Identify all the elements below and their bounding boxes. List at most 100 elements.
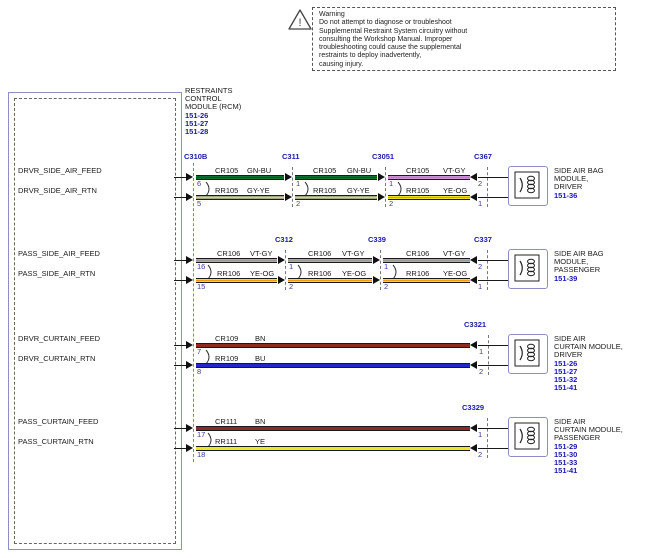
signal-label: DRVR_CURTAIN_RTN [18, 354, 96, 363]
module-page-link[interactable]: 151-30 [554, 450, 578, 459]
warning-line: Warning [319, 11, 345, 18]
module-page-link[interactable]: 151-36 [554, 191, 578, 200]
module-page-link[interactable]: 151-26 [554, 359, 578, 368]
module-lead-line [478, 260, 508, 261]
wire [196, 446, 470, 451]
wire-color-label: GN-BU [247, 166, 272, 175]
twisted-pair-icon [205, 349, 210, 365]
connector-label[interactable]: C3321 [464, 320, 487, 329]
wire-circuit-label: CR111 [215, 417, 238, 426]
pin-number: 6 [197, 179, 202, 188]
wire-circuit-label: RR105 [406, 186, 430, 195]
wire-arrow-icon [285, 173, 292, 181]
rcm-stub-line [174, 280, 187, 281]
wire-arrow-icon [186, 424, 193, 432]
wire-arrow-icon [186, 361, 193, 369]
wire-circuit-label: CR106 [406, 249, 430, 258]
wire-color-label: VT-GY [250, 249, 273, 258]
rcm-title: MODULE (RCM) [185, 102, 242, 111]
rcm-stub-line [174, 448, 187, 449]
rcm-page-link[interactable]: 151-27 [185, 119, 209, 128]
module-label: PASSENGER [554, 265, 601, 274]
module-lead-line [478, 428, 508, 429]
connector-label[interactable]: C311 [282, 152, 300, 161]
warning-line: Do not attempt to diagnose or troublesho… [319, 19, 452, 27]
connector-label[interactable]: C339 [368, 235, 386, 244]
signal-label: PASS_CURTAIN_RTN [18, 437, 94, 446]
module-lead-line [478, 365, 508, 366]
module-connector-line [487, 167, 488, 207]
wire-arrow-icon [470, 341, 477, 349]
module-connector-line [488, 335, 489, 375]
inline-connector-line [385, 167, 386, 207]
pin-number: 5 [197, 199, 202, 208]
twisted-pair-icon [304, 181, 309, 197]
connector-label[interactable]: C3329 [462, 403, 485, 412]
wire-arrow-icon [470, 424, 477, 432]
wire-circuit-label: CR106 [308, 249, 332, 258]
wire-color-label: YE-OG [250, 269, 275, 278]
connector-label[interactable]: C367 [474, 152, 492, 161]
module-lead-line [478, 280, 508, 281]
module-page-link[interactable]: 151-29 [554, 442, 578, 451]
wire-circuit-label: CR105 [313, 166, 337, 175]
wire-circuit-label: RR109 [215, 354, 239, 363]
squib-icon [514, 339, 540, 367]
warning-line: Supplemental Restraint System circuitry … [319, 27, 468, 35]
connector-label[interactable]: C3051 [372, 152, 395, 161]
wire-arrow-icon [186, 276, 193, 284]
twisted-pair-icon [397, 181, 402, 197]
wire [383, 278, 470, 283]
module-page-link[interactable]: 151-39 [554, 274, 578, 283]
twisted-pair-icon [207, 264, 212, 280]
module-connector-line [487, 250, 488, 290]
wire [196, 195, 284, 200]
pin-number: 16 [197, 262, 206, 271]
connector-label[interactable]: C310B [184, 152, 208, 161]
wire-arrow-icon [378, 193, 385, 201]
rcm-box [8, 92, 182, 550]
module-page-link[interactable]: 151-41 [554, 466, 578, 475]
pin-number: 1 [478, 282, 483, 291]
connector-label[interactable]: C337 [474, 235, 492, 244]
module-label: DRIVER [554, 182, 583, 191]
rcm-title: CONTROL [185, 94, 222, 103]
connector-label[interactable]: C312 [275, 235, 293, 244]
rcm-stub-line [174, 365, 187, 366]
wire-arrow-icon [278, 276, 285, 284]
twisted-pair-icon [207, 432, 212, 448]
wire [288, 258, 372, 263]
rcm-page-link[interactable]: 151-28 [185, 127, 209, 136]
wire-arrow-icon [186, 444, 193, 452]
rcm-page-link[interactable]: 151-26 [185, 111, 209, 120]
module-page-link[interactable]: 151-41 [554, 383, 578, 392]
rcm-stub-line [174, 428, 187, 429]
module-page-link[interactable]: 151-33 [554, 458, 578, 467]
wire-color-label: BN [255, 334, 266, 343]
pin-number: 1 [289, 262, 294, 271]
squib-icon [514, 422, 540, 450]
pin-number: 2 [478, 179, 483, 188]
wire-color-label: YE-OG [342, 269, 367, 278]
wire-circuit-label: RR106 [217, 269, 241, 278]
module-page-link[interactable]: 151-27 [554, 367, 578, 376]
module-page-link[interactable]: 151-32 [554, 375, 578, 384]
wire-color-label: VT-GY [443, 249, 466, 258]
wire-circuit-label: CR105 [406, 166, 430, 175]
squib-icon [514, 254, 540, 282]
module-lead-line [478, 448, 508, 449]
warning-line: restraints to deploy inadvertently, [319, 52, 422, 60]
twisted-pair-icon [297, 264, 302, 280]
module-label: SIDE AIR [554, 334, 586, 343]
wire-circuit-label: RR105 [215, 186, 239, 195]
warning-box: Warning Do not attempt to diagnose or tr… [312, 7, 616, 71]
wire-arrow-icon [186, 173, 193, 181]
wire-arrow-icon [470, 444, 477, 452]
signal-label: PASS_CURTAIN_FEED [18, 417, 99, 426]
inline-connector-line [285, 250, 286, 290]
wire-color-label: VT-GY [342, 249, 365, 258]
wire-arrow-icon [186, 256, 193, 264]
wire [196, 426, 470, 431]
wire-arrow-icon [470, 173, 477, 181]
